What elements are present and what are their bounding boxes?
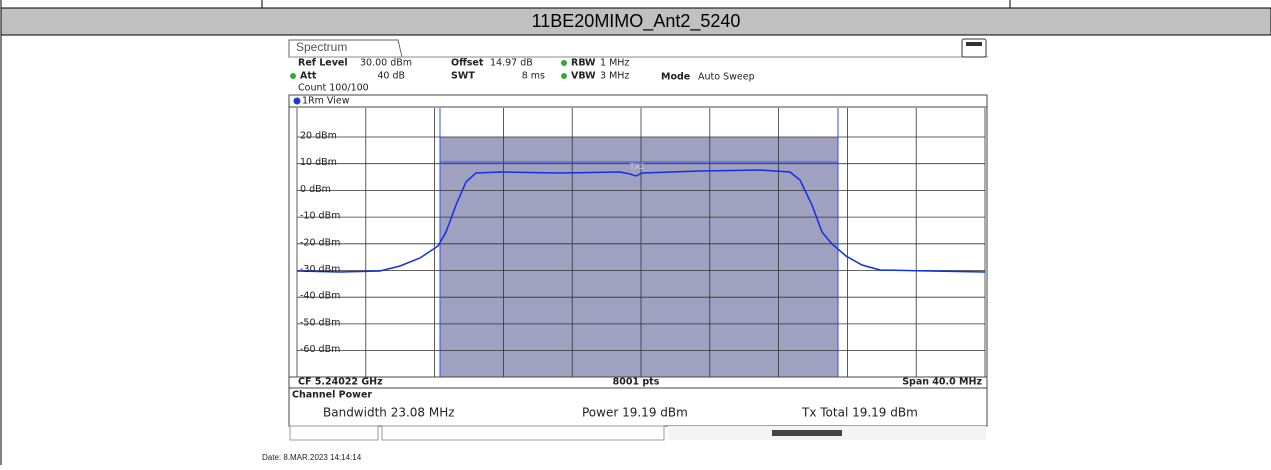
label: Ref Level [298, 58, 348, 69]
header-title: 11BE20MIMO_Ant2_5240 [532, 11, 741, 32]
y-label: -10 dBm [300, 211, 340, 222]
y-label: -20 dBm [300, 237, 340, 248]
header-row [0, 7, 1271, 36]
pts: 8001 pts [613, 377, 660, 388]
value: 8 ms [522, 71, 545, 82]
y-label: -50 dBm [300, 317, 340, 328]
dot [561, 73, 567, 79]
progress [772, 430, 842, 436]
y-label: 10 dBm [300, 157, 337, 168]
trace [296, 169, 986, 273]
channel-label: TX1 [630, 162, 645, 171]
value: Auto Sweep [698, 72, 755, 83]
label: Att [300, 71, 317, 82]
status-cell [289, 425, 379, 441]
result-title: Channel Power [292, 390, 372, 401]
dot [561, 60, 567, 66]
value: 1 MHz [600, 58, 629, 69]
y-label: -60 dBm [300, 344, 340, 355]
y-label: 20 dBm [300, 131, 337, 142]
tx-total: Tx Total 19.19 dBm [801, 406, 918, 420]
analyzer-screen: Spectrum Ref Level 30.00 dBm Offset 14.9… [287, 37, 990, 443]
cf: CF 5.24022 GHz [298, 377, 383, 388]
label: Mode [661, 72, 690, 83]
status-cell [381, 425, 665, 441]
value: 40 dB [377, 71, 405, 82]
span: Span 40.0 MHz [902, 377, 982, 388]
label: RBW [571, 58, 596, 69]
result-box [288, 387, 988, 427]
bandwidth: Bandwidth 23.08 MHz [323, 406, 455, 420]
grid [296, 108, 986, 377]
count: Count 100/100 [298, 83, 369, 94]
dot [293, 97, 301, 105]
label: VBW [571, 71, 596, 82]
value: 14.97 dB [490, 58, 533, 69]
icon [966, 42, 982, 46]
tab-label: Spectrum [296, 40, 347, 54]
y-label: -40 dBm [300, 291, 340, 302]
value: 30.00 dBm [360, 58, 412, 69]
icon [961, 38, 987, 58]
power: Power 19.19 dBm [582, 406, 688, 420]
label: SWT [451, 71, 475, 82]
dot [290, 73, 296, 79]
y-label: -30 dBm [300, 264, 340, 275]
y-label: 0 dBm [300, 184, 331, 195]
view-label: 1Rm View [302, 96, 350, 107]
label: Offset [451, 58, 484, 69]
date: Date: 8.MAR.2023 14:14:14 [262, 453, 362, 462]
value: 3 MHz [600, 71, 629, 82]
channel-shade [440, 137, 838, 377]
